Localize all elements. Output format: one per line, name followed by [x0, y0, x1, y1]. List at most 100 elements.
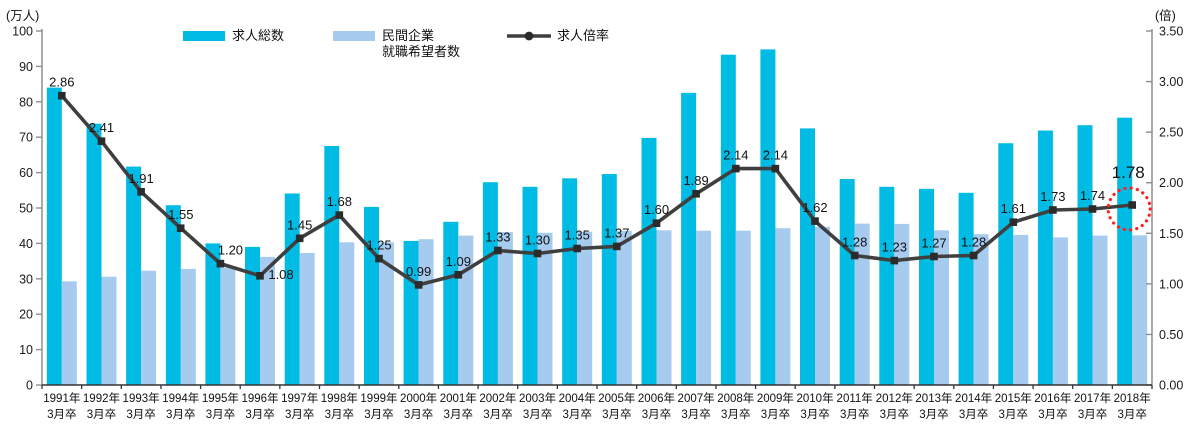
- category-label-grad: 3月卒: [681, 407, 710, 421]
- point-label: 1.62: [802, 200, 827, 215]
- category-label-grad: 3月卒: [444, 407, 473, 421]
- category-label-year: 1996年: [241, 391, 278, 405]
- ratio-marker-2018年: [1128, 201, 1136, 209]
- bar-total-2012年: [879, 186, 895, 385]
- bar-applicants-2009年: [775, 228, 791, 385]
- ratio-marker-2007年: [692, 190, 700, 198]
- bar-applicants-1995年: [220, 267, 236, 385]
- category-label-grad: 3月卒: [1038, 407, 1067, 421]
- bar-applicants-2000年: [418, 239, 434, 385]
- ratio-marker-2015年: [1009, 218, 1018, 226]
- category-label-grad: 3月卒: [285, 407, 314, 421]
- category-label-year: 2001年: [440, 391, 477, 405]
- left-axis-tick-label: 100: [12, 25, 33, 39]
- category-label-year: 2016年: [1034, 391, 1071, 405]
- bar-applicants-1991年: [61, 281, 77, 385]
- point-label: 1.35: [565, 228, 590, 243]
- category-label-grad: 3月卒: [1078, 407, 1107, 421]
- right-axis-tick-label: 2.50: [1159, 126, 1183, 140]
- ratio-marker-2010年: [811, 217, 819, 225]
- point-label: 2.41: [89, 120, 114, 135]
- ratio-marker-2012年: [890, 256, 899, 265]
- left-axis-tick-label: 60: [19, 166, 33, 180]
- bar-applicants-1997年: [299, 253, 315, 385]
- point-label: 2.86: [49, 75, 74, 90]
- bar-total-1994年: [165, 205, 181, 385]
- point-label: 1.60: [644, 202, 669, 217]
- point-label: 1.20: [218, 243, 243, 258]
- bar-total-2008年: [720, 54, 736, 385]
- category-label-year: 2015年: [995, 391, 1032, 405]
- bar-applicants-2004年: [577, 231, 593, 385]
- ratio-marker-1993年: [137, 188, 145, 196]
- ratio-marker-1992年: [97, 137, 106, 145]
- ratio-marker-1991年: [58, 91, 66, 100]
- bar-applicants-1998年: [339, 242, 355, 385]
- bar-total-2000年: [403, 240, 419, 385]
- bar-total-2009年: [760, 49, 776, 386]
- category-label-grad: 3月卒: [1117, 407, 1146, 421]
- point-label: 1.91: [128, 171, 153, 186]
- category-label-grad: 3月卒: [602, 407, 631, 421]
- bar-total-2003年: [522, 186, 538, 385]
- point-label: 1.28: [961, 235, 986, 250]
- bar-total-2017年: [1077, 125, 1093, 385]
- ratio-marker-2004年: [573, 244, 581, 253]
- left-axis-tick-label: 50: [19, 202, 33, 216]
- bar-applicants-2007年: [696, 230, 712, 385]
- left-axis-tick-label: 90: [19, 60, 33, 74]
- point-label-emphasized: 1.78: [1112, 163, 1145, 182]
- ratio-line: [60, 94, 1133, 287]
- category-label-grad: 3月卒: [840, 407, 869, 421]
- right-axis-tick-label: 3.00: [1159, 75, 1183, 89]
- category-label-year: 1995年: [202, 391, 239, 405]
- ratio-marker-1994年: [176, 224, 185, 232]
- right-axis-tick-label: 1.00: [1159, 277, 1183, 291]
- category-label-grad: 3月卒: [562, 407, 591, 421]
- ratio-marker-2005年: [613, 242, 621, 251]
- ratio-marker-1996年: [256, 272, 264, 280]
- category-label-year: 2009年: [757, 391, 794, 405]
- ratio-marker-1999年: [375, 254, 383, 263]
- category-label-year: 2008年: [717, 391, 754, 405]
- category-label-year: 2012年: [876, 391, 913, 405]
- category-label-grad: 3月卒: [999, 407, 1028, 421]
- bar-applicants-1996年: [260, 256, 275, 385]
- category-label-grad: 3月卒: [87, 407, 116, 421]
- bar-applicants-2014年: [973, 234, 989, 385]
- category-label-year: 1993年: [123, 391, 160, 405]
- bar-applicants-2013年: [934, 230, 949, 385]
- category-label-grad: 3月卒: [364, 407, 393, 421]
- category-label-grad: 3月卒: [800, 407, 829, 421]
- ratio-marker-2013年: [930, 252, 938, 261]
- left-axis-tick-label: 10: [19, 343, 33, 357]
- bar-total-1998年: [324, 146, 340, 385]
- point-label: 1.45: [287, 217, 312, 232]
- point-label: 1.28: [842, 235, 867, 250]
- category-label-year: 2017年: [1074, 391, 1111, 405]
- point-label: 1.55: [168, 207, 193, 222]
- bar-total-2007年: [681, 92, 697, 386]
- bar-applicants-1999年: [379, 242, 394, 385]
- category-label-year: 2011年: [837, 391, 873, 405]
- ratio-marker-2009年: [771, 164, 780, 173]
- left-axis-tick-label: 70: [19, 131, 33, 145]
- ratio-marker-2001年: [454, 271, 463, 279]
- bar-applicants-1993年: [141, 270, 157, 385]
- bar-total-2002年: [482, 182, 498, 385]
- category-label-year: 1997年: [281, 391, 318, 405]
- point-label: 1.09: [446, 254, 471, 269]
- bar-total-2013年: [919, 188, 934, 385]
- category-label-year: 2010年: [796, 391, 833, 405]
- bar-applicants-2015年: [1013, 234, 1029, 385]
- bar-total-2015年: [998, 143, 1014, 385]
- point-label: 2.14: [763, 148, 788, 163]
- bar-total-2010年: [800, 128, 815, 385]
- bar-applicants-2010年: [815, 226, 830, 385]
- point-label: 1.37: [604, 225, 629, 240]
- category-label-grad: 3月卒: [919, 407, 948, 421]
- point-label: 2.14: [723, 148, 748, 163]
- highlight-dotted-circle: [1106, 186, 1152, 232]
- category-label-year: 2018年: [1114, 391, 1151, 405]
